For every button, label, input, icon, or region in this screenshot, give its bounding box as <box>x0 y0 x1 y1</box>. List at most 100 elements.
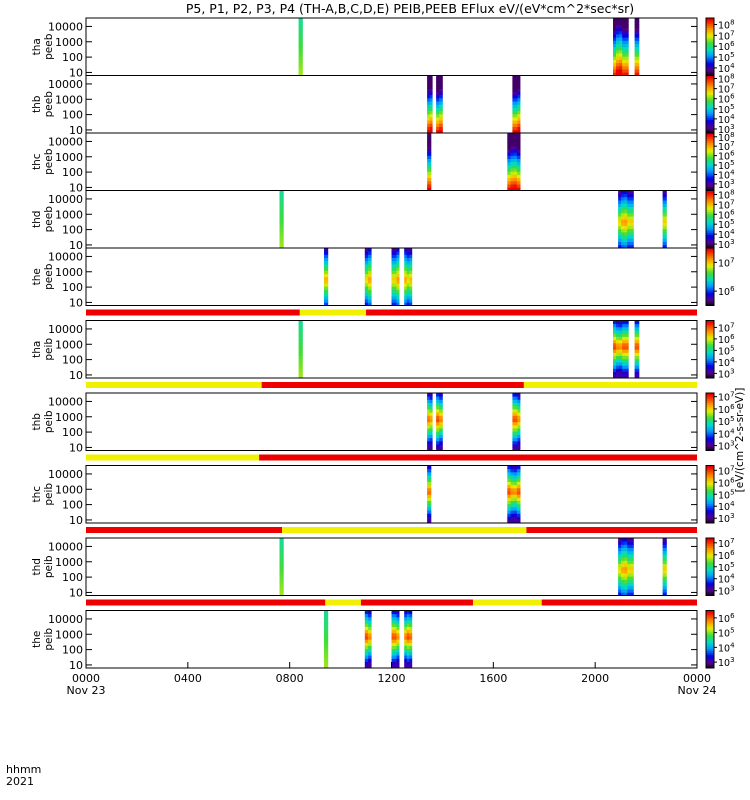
spectrogram-cell <box>515 396 518 400</box>
spectrogram-cell <box>662 232 667 236</box>
spectrogram-cell <box>406 626 410 631</box>
spectrogram-cell <box>630 190 634 195</box>
spectrogram-cell <box>625 53 629 57</box>
spectrogram-cell <box>510 155 515 159</box>
spectrogram-cell <box>429 107 433 111</box>
spectrogram-cell <box>619 69 623 73</box>
spectrogram-cell <box>510 475 515 479</box>
spectrogram-cell <box>662 222 667 226</box>
spectrogram-cell <box>391 279 395 284</box>
spectrogram-cell <box>515 447 518 451</box>
spectrogram-cell <box>396 652 400 656</box>
spectrogram-cell <box>427 142 432 147</box>
spectrogram-cell <box>621 579 625 584</box>
colorbar-swatch <box>706 240 714 243</box>
spectrogram-cell <box>396 610 400 615</box>
spectrogram-cell <box>515 117 518 121</box>
spectrogram-cell <box>436 91 440 96</box>
spectrogram-cell <box>279 550 284 555</box>
colorbar-swatch <box>706 230 714 234</box>
spectrogram-cell <box>427 516 432 521</box>
spectrogram-cell <box>324 251 329 255</box>
spectrogram-cell <box>512 126 516 131</box>
spectrogram-cell <box>624 569 628 574</box>
spectrogram-cell <box>616 326 620 331</box>
colorbar-swatch <box>706 322 714 325</box>
spectrogram-cell <box>436 412 440 416</box>
y-tick-label: 100 <box>62 354 83 367</box>
colorbar-swatch <box>706 431 714 434</box>
colorbar-swatch <box>706 656 714 659</box>
spectrogram-cell <box>613 320 617 325</box>
spectrogram-cell <box>621 563 625 568</box>
spectrogram-cell <box>364 626 369 631</box>
spectrogram-cell <box>427 177 432 182</box>
colorbar-swatch <box>706 301 714 304</box>
spectrogram-cell <box>436 81 440 86</box>
colorbar-swatch <box>706 157 714 161</box>
spectrogram-cell <box>634 365 640 369</box>
spectrogram-cell <box>394 652 397 656</box>
spectrogram-cell <box>622 326 626 331</box>
spectrogram-cell <box>627 563 631 568</box>
colorbar-swatch <box>706 232 714 235</box>
y-tick-label: 10 <box>69 181 83 194</box>
spectrogram-cell <box>394 270 397 274</box>
spectrogram-cell <box>406 652 410 656</box>
spectrogram-cell <box>396 248 400 252</box>
colorbar-swatch <box>706 337 714 341</box>
spectrogram-cell <box>507 471 511 476</box>
spectrogram-cell <box>624 579 628 584</box>
spectrogram-cell <box>662 212 667 217</box>
spectrogram-cell <box>439 81 443 86</box>
colorbar-tick-label: 103 <box>718 367 735 380</box>
spectrogram-cell <box>662 203 667 207</box>
spectrogram-cell <box>627 541 631 545</box>
y-tick-label: 1000 <box>55 411 83 424</box>
colorbar-swatch <box>706 251 714 255</box>
spectrogram-cell <box>279 592 284 596</box>
spectrogram-cell <box>619 37 623 41</box>
spectrogram-cell <box>662 592 667 596</box>
mode-bar-segment <box>325 599 361 606</box>
spectrogram-cell <box>625 326 629 331</box>
spectrogram-cell <box>391 273 395 278</box>
spectrogram-cell <box>279 569 284 574</box>
spectrogram-cell <box>427 187 432 191</box>
spectrogram-cell <box>364 642 369 646</box>
spectrogram-cell <box>613 355 617 360</box>
spectrogram-cell <box>613 346 617 350</box>
y-tick-label: 100 <box>62 644 83 657</box>
spectrogram-cell <box>517 434 521 439</box>
colorbar-swatch <box>706 102 714 105</box>
spectrogram-cell <box>427 171 432 175</box>
spectrogram-cell <box>324 279 329 284</box>
spectrogram-cell <box>634 43 640 48</box>
panel-label: peeb <box>43 91 55 118</box>
spectrogram-cell <box>517 396 521 400</box>
spectrogram-cell <box>396 279 400 284</box>
spectrogram-cell <box>429 434 433 439</box>
spectrogram-cell <box>439 97 443 102</box>
spectrogram-cell <box>406 664 410 669</box>
spectrogram-cell <box>429 126 433 131</box>
spectrogram-cell <box>625 368 629 372</box>
y-tick-label: 10 <box>69 296 83 309</box>
spectrogram-cell <box>517 424 521 429</box>
spectrogram-cell <box>368 270 372 274</box>
spectrogram-cell <box>662 579 667 584</box>
spectrogram-cell <box>619 374 623 379</box>
spectrogram-cell <box>662 216 667 220</box>
y-tick-label: 10000 <box>48 250 83 263</box>
spectrogram-cell <box>618 244 622 249</box>
spectrogram-cell <box>409 616 413 621</box>
colorbar-swatch <box>706 188 714 191</box>
spectrogram-cell <box>515 405 518 410</box>
spectrogram-cell <box>439 396 443 400</box>
spectrogram-cell <box>298 371 303 376</box>
colorbar-swatch <box>706 169 714 172</box>
spectrogram-cell <box>324 632 329 637</box>
spectrogram-cell <box>409 283 413 287</box>
spectrogram-cell <box>298 330 303 334</box>
spectrogram-cell <box>627 228 631 233</box>
